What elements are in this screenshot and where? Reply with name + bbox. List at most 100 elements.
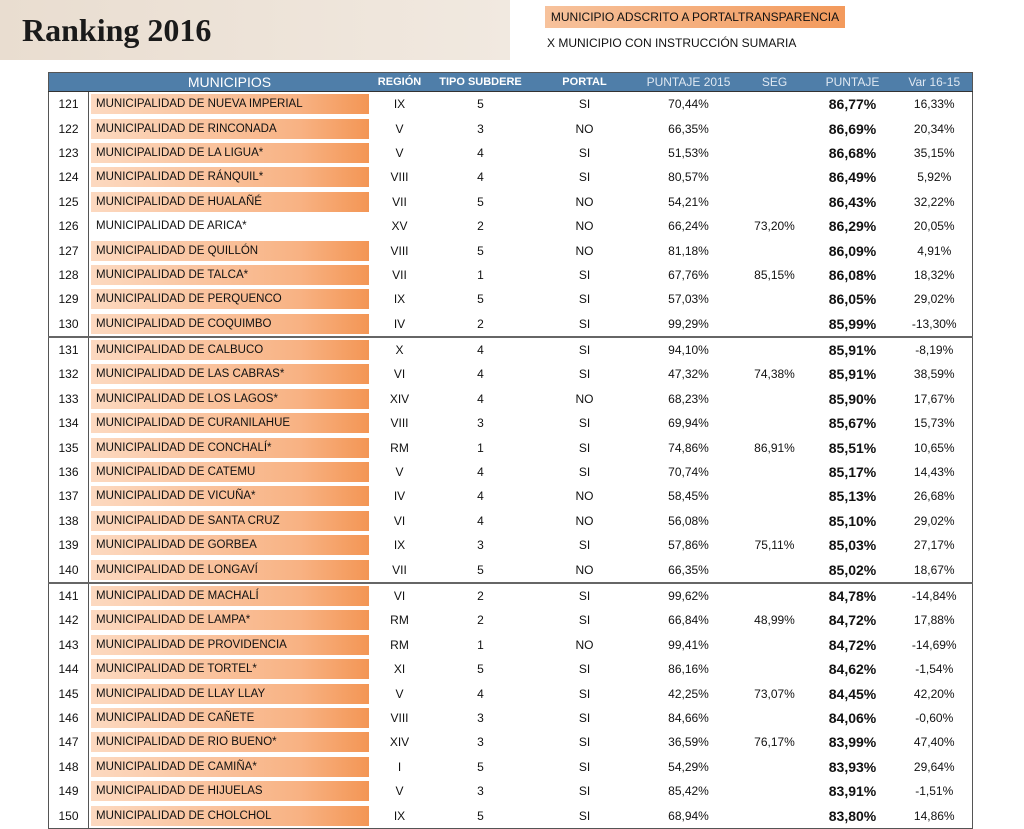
puntaje-cell: 86,77% [828, 96, 877, 113]
region-cell: V [395, 121, 404, 136]
var-cell: 16,33% [913, 97, 955, 112]
region-cell: XI [393, 662, 406, 677]
var-cell: 18,67% [913, 562, 955, 577]
region-cell: VIII [390, 170, 409, 185]
region-cell: XIV [389, 735, 410, 750]
rank-cell: 134 [48, 411, 89, 436]
var-cell: 27,17% [913, 538, 955, 553]
tipo-cell: 3 [477, 710, 484, 725]
seg-cell [740, 581, 809, 609]
name-cell: MUNICIPALIDAD DE LAMPA* [89, 608, 371, 632]
puntaje-cell: 83,91% [828, 783, 877, 800]
puntaje-cell: 86,68% [828, 144, 877, 161]
puntaje-cell: 86,09% [828, 242, 877, 259]
p2015-cell: 70,74% [668, 465, 709, 480]
tipo-cell: 5 [477, 292, 484, 307]
region-cell: V [395, 784, 404, 799]
puntaje-cell: 86,43% [828, 193, 877, 210]
portal-cell: SI [578, 710, 591, 725]
portal-cell: SI [578, 367, 591, 382]
rank-cell: 139 [48, 533, 89, 558]
portal-cell: SI [578, 170, 591, 185]
table-row: 124 MUNICIPALIDAD DE RÁNQUIL* VIII 4 SI 80,57… [48, 165, 973, 190]
table-row: 122 MUNICIPALIDAD DE RINCONADA V 3 NO 66,35% 8… [48, 116, 973, 141]
puntaje-cell: 84,45% [828, 685, 877, 702]
seg-cell: 76,17% [754, 735, 795, 750]
table-row: 144 MUNICIPALIDAD DE TORTEL* XI 5 SI 86,16% 84… [48, 656, 973, 682]
table-row: 145 MUNICIPALIDAD DE LLAY LLAY V 4 SI 42,25% 7… [48, 681, 973, 706]
rank-cell: 140 [48, 557, 89, 583]
region-cell: VI [393, 513, 406, 528]
name-cell: MUNICIPALIDAD DE CATEMU [89, 460, 371, 484]
rank-cell: 132 [48, 362, 89, 387]
p2015-cell: 36,59% [668, 735, 709, 750]
p2015-cell: 68,23% [668, 391, 709, 406]
p2015-cell: 66,84% [668, 613, 709, 628]
puntaje-cell: 84,72% [828, 612, 877, 629]
var-cell: 38,59% [913, 367, 955, 382]
region-cell: V [395, 465, 404, 480]
table-row: 142 MUNICIPALIDAD DE LAMPA* RM 2 SI 66,84% 48,… [48, 608, 973, 633]
p2015-cell: 81,18% [668, 243, 709, 258]
p2015-cell: 66,35% [668, 562, 709, 577]
tipo-cell: 2 [477, 316, 484, 331]
puntaje-cell: 86,69% [828, 120, 877, 137]
table-body: 121 MUNICIPALIDAD DE NUEVA IMPERIAL IX 5 SI 7… [48, 91, 973, 829]
portal-cell: SI [578, 97, 591, 112]
var-cell: 47,40% [913, 735, 955, 750]
var-cell: 14,43% [913, 465, 955, 480]
p2015-cell: 80,57% [668, 170, 709, 185]
seg-cell [741, 509, 809, 533]
p2015-cell: 51,53% [668, 145, 709, 160]
name-cell: MUNICIPALIDAD DE MACHALÍ [88, 581, 371, 609]
p2015-cell: 67,76% [668, 267, 709, 282]
municipality-name: MUNICIPALIDAD DE RINCONADA [91, 118, 369, 139]
tipo-cell: 1 [477, 267, 484, 282]
var-cell: 18,32% [913, 267, 955, 282]
page-title: Ranking 2016 [22, 12, 212, 48]
tipo-cell: 5 [477, 759, 484, 774]
rank-cell: 122 [48, 116, 89, 141]
var-cell: 35,15% [913, 145, 955, 160]
name-cell: MUNICIPALIDAD DE TALCA* [89, 263, 371, 287]
portal-cell: SI [578, 145, 591, 160]
puntaje-cell: 85,67% [828, 415, 877, 432]
name-cell: MUNICIPALIDAD DE RIO BUENO* [89, 730, 371, 754]
rank-cell: 141 [48, 581, 89, 609]
name-cell: MUNICIPALIDAD DE CONCHALÍ* [89, 435, 371, 459]
rank-cell: 135 [48, 435, 89, 460]
puntaje-cell: 85,10% [828, 512, 877, 529]
municipality-name: MUNICIPALIDAD DE TALCA* [91, 264, 369, 285]
puntaje-cell: 86,49% [828, 169, 877, 186]
seg-cell [741, 387, 809, 411]
region-cell: IV [393, 316, 406, 331]
region-cell: RM [390, 613, 409, 628]
seg-cell: 73,20% [754, 219, 795, 234]
tipo-cell: 3 [477, 121, 484, 136]
tipo-cell: 4 [477, 686, 484, 701]
var-cell: 5,92% [917, 170, 952, 185]
municipality-name: MUNICIPALIDAD DE QUILLÓN [91, 240, 369, 261]
portal-cell: SI [578, 662, 591, 677]
column-header: PORTAL [532, 72, 637, 92]
name-cell: MUNICIPALIDAD DE SANTA CRUZ [89, 509, 371, 533]
portal-cell: NO [575, 513, 594, 528]
puntaje-cell: 85,90% [828, 390, 877, 407]
portal-cell: SI [578, 440, 591, 455]
portal-cell: SI [532, 335, 637, 363]
table-row: 135 MUNICIPALIDAD DE CONCHALÍ* RM 1 SI 74,86%… [48, 435, 973, 460]
seg-cell [741, 141, 809, 165]
rank-cell: 138 [48, 508, 89, 534]
tipo-cell: 4 [477, 391, 484, 406]
municipality-name: MUNICIPALIDAD DE CATEMU [91, 462, 369, 483]
p2015-cell: 66,24% [668, 219, 709, 234]
p2015-cell: 66,35% [668, 121, 709, 136]
puntaje-cell: 84,62% [828, 661, 877, 678]
puntaje-cell: 85,02% [828, 561, 877, 578]
var-cell: -8,19% [896, 335, 973, 363]
var-cell: 26,68% [913, 489, 955, 504]
puntaje-cell: 85,91% [808, 335, 897, 363]
tipo-cell: 5 [477, 194, 484, 209]
rank-cell: 127 [48, 238, 89, 263]
rank-cell: 150 [48, 803, 89, 829]
